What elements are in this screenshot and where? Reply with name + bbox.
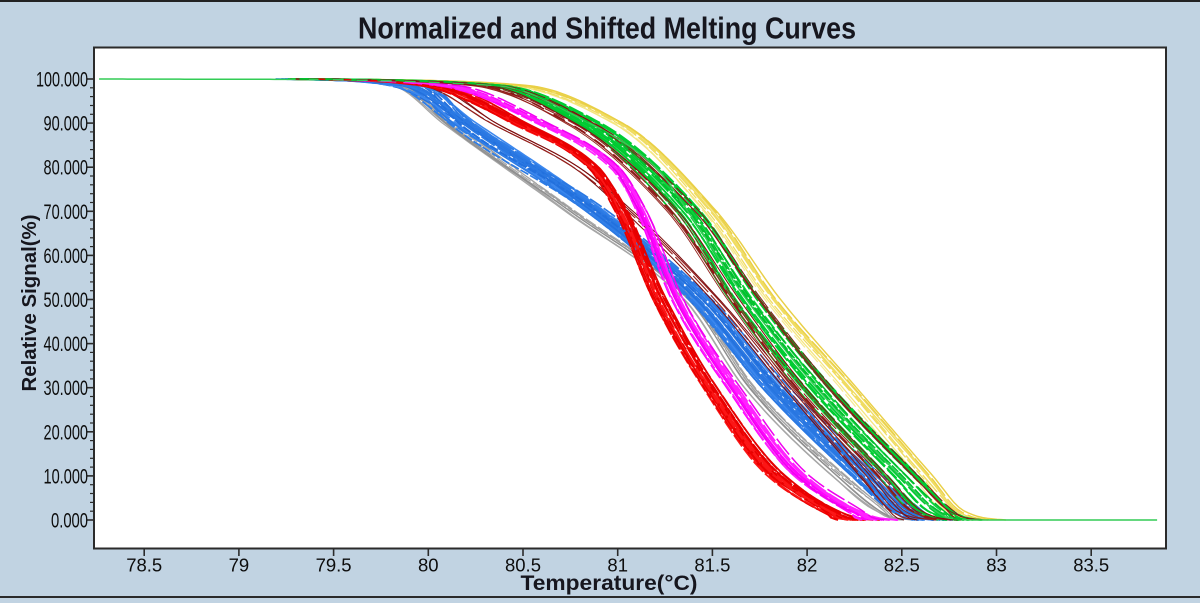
- svg-text:82: 82: [797, 555, 818, 576]
- svg-text:82.5: 82.5: [884, 555, 920, 576]
- svg-text:81: 81: [607, 555, 628, 576]
- svg-text:83.5: 83.5: [1073, 555, 1109, 576]
- svg-text:80.000: 80.000: [44, 157, 89, 180]
- svg-text:20.000: 20.000: [44, 421, 89, 444]
- svg-text:83: 83: [986, 555, 1007, 576]
- svg-text:79.5: 79.5: [316, 555, 352, 576]
- svg-text:81.5: 81.5: [694, 555, 730, 576]
- svg-text:90.000: 90.000: [44, 113, 89, 136]
- svg-text:Relative Signal(%): Relative Signal(%): [18, 215, 41, 392]
- svg-text:100.000: 100.000: [36, 69, 88, 92]
- svg-text:78.5: 78.5: [126, 555, 162, 576]
- svg-text:80: 80: [418, 555, 439, 576]
- svg-text:Normalized and Shifted Melting: Normalized and Shifted Melting Curves: [358, 11, 856, 46]
- svg-text:30.000: 30.000: [44, 377, 89, 400]
- svg-text:79: 79: [229, 555, 250, 576]
- svg-text:50.000: 50.000: [44, 289, 89, 312]
- svg-text:60.000: 60.000: [44, 245, 89, 268]
- svg-text:40.000: 40.000: [44, 333, 89, 356]
- svg-text:0.000: 0.000: [51, 510, 88, 533]
- svg-text:10.000: 10.000: [44, 465, 89, 488]
- svg-text:70.000: 70.000: [44, 201, 89, 224]
- svg-text:80.5: 80.5: [505, 555, 541, 576]
- svg-text:Temperature(°C): Temperature(°C): [521, 571, 698, 595]
